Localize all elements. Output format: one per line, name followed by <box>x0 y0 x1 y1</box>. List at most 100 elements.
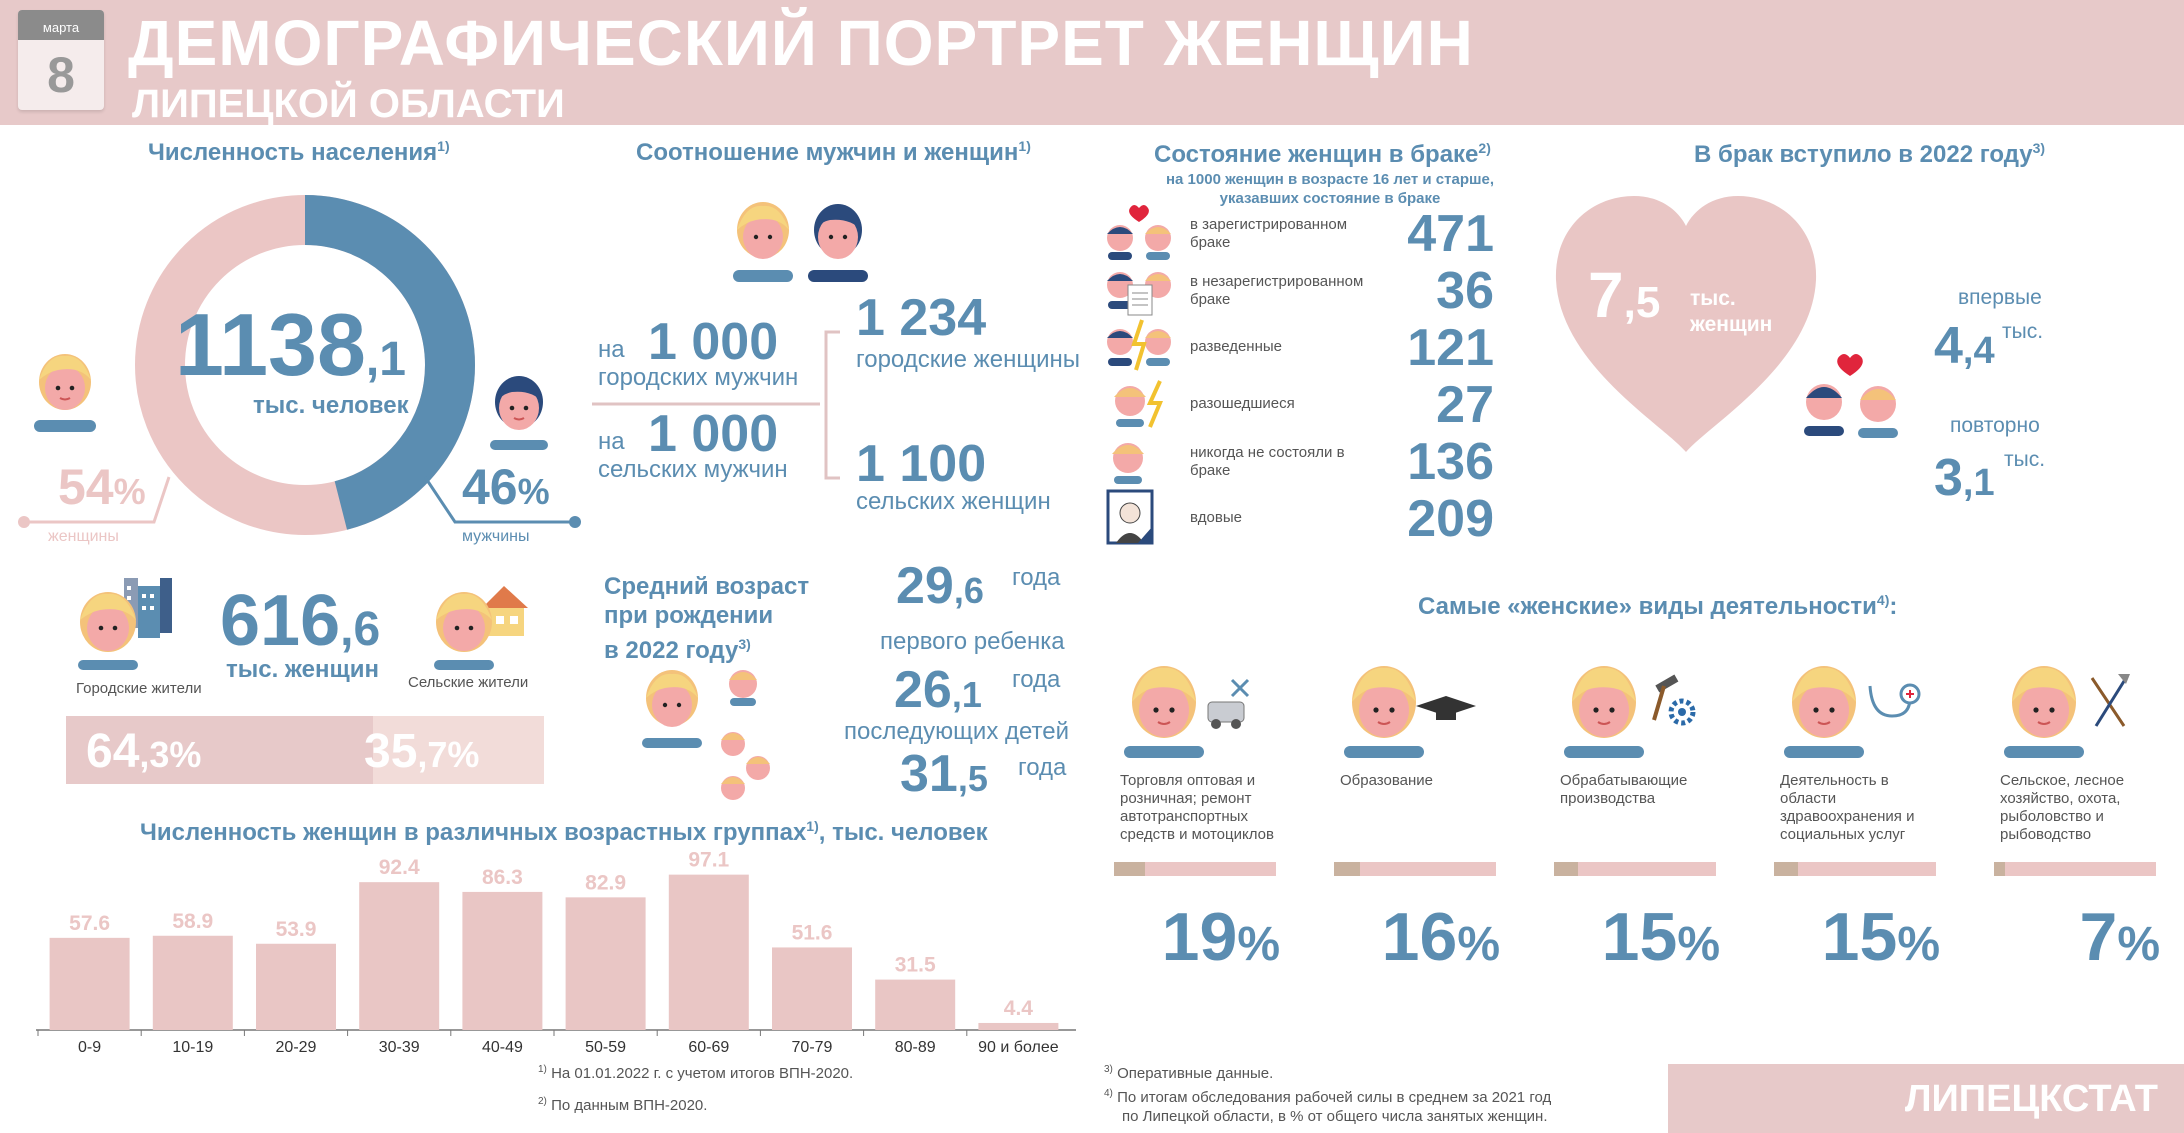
activity-label: Торговля оптовая и розничная; ремонт авт… <box>1120 772 1274 843</box>
ratio-na-2: на <box>598 428 625 455</box>
urban-woman-icon <box>78 578 172 670</box>
header-band <box>0 0 2184 125</box>
birth-age-first-unit: года <box>1012 564 1061 591</box>
marital-item-divorced: разведенные 121 <box>1104 318 1504 377</box>
donut-men-segment <box>135 195 475 535</box>
activity-label: Обрабатывающие производства <box>1560 772 1688 807</box>
activity-percent: 7% <box>2079 899 2160 975</box>
chart-title: Численность женщин в различных возрастны… <box>140 818 988 846</box>
x-tick-label: 0-9 <box>78 1039 101 1056</box>
marital-item-widowed: вдовые 209 <box>1104 489 1504 548</box>
population-unit: тыс. человек <box>253 392 409 419</box>
x-tick-label: 30-39 <box>379 1039 420 1056</box>
graduation-cap-icon <box>1344 666 1476 758</box>
bar-value-label: 57.6 <box>69 912 110 935</box>
first-marriage-unit: тыс. <box>2002 320 2044 343</box>
brand-name: ЛИПЕЦКСТАТ <box>1904 1078 2158 1120</box>
birth-age-first-label: первого ребенка <box>880 628 1065 655</box>
woman-icon <box>1112 443 1144 484</box>
marital-list: в зарегистрированном браке 471 в незарег… <box>1104 204 1504 574</box>
x-tick-label: 60-69 <box>688 1039 729 1056</box>
x-tick-label: 10-19 <box>172 1039 213 1056</box>
activity-label: Деятельность в области здравоохранения и… <box>1780 772 1915 843</box>
ratio-men1-label: городских мужчин <box>598 364 799 391</box>
x-tick-label: 90 и более <box>978 1039 1059 1056</box>
rural-share-label: 35,7% <box>364 725 480 778</box>
marriages-title: В брак вступило в 2022 году3) <box>1694 140 2046 168</box>
urban-label: Городские жители <box>76 680 202 697</box>
activity-percent: 16% <box>1381 899 1500 975</box>
activity-bar-track <box>1774 862 1936 876</box>
footnote-1: 1) На 01.01.2022 г. с учетом итогов ВПН-… <box>538 1064 854 1082</box>
ratio-women2-label: сельских женщин <box>856 488 1051 515</box>
marital-value: 27 <box>1436 376 1494 434</box>
activity-bar-fill <box>1774 862 1799 876</box>
women-pointer-line <box>18 476 171 528</box>
bar-40-49 <box>462 891 543 1030</box>
activity-item: Сельское, лесное хозяйство, охота, рыбол… <box>1990 650 2184 980</box>
bar-30-39 <box>359 882 440 1030</box>
population-donut <box>135 195 475 535</box>
bar-value-label: 58.9 <box>172 910 213 933</box>
x-tick-label: 20-29 <box>276 1039 317 1056</box>
activity-bar-track <box>1114 862 1276 876</box>
marital-value: 209 <box>1407 490 1494 548</box>
repeat-marriage-unit: тыс. <box>2004 448 2046 471</box>
age-group-bar-chart: 57.6 0-9 58.9 10-19 53.9 20-29 92.4 30-39 86.3 40… <box>36 850 1076 1056</box>
residence-value: 616,6 <box>220 581 381 661</box>
ratio-title: Соотношение мужчин и женщин1) <box>636 138 1031 166</box>
couple-heart-icon <box>1804 354 1898 438</box>
marital-item-registered: в зарегистрированном браке 471 <box>1104 204 1504 263</box>
birth-age-next-unit: года <box>1012 666 1061 693</box>
calendar-month: марта <box>18 10 104 40</box>
marital-label: в незарегистрированном браке <box>1190 273 1364 308</box>
bar-0-9 <box>49 937 130 1030</box>
ratio-women1-label: городские женщины <box>856 346 1080 373</box>
ratio-women1-number: 1 234 <box>856 289 987 347</box>
urban-share-label: 64,3% <box>86 725 202 778</box>
population-title: Численность населения1) <box>148 138 450 166</box>
woman-lightning-icon <box>1114 380 1163 428</box>
bar-value-label: 31.5 <box>895 954 936 977</box>
birth-age-overall-value: 31,5 <box>900 745 988 803</box>
activity-percent: 19% <box>1161 899 1280 975</box>
rural-share-segment <box>373 716 544 784</box>
page-title: ДЕМОГРАФИЧЕСКИЙ ПОРТРЕТ ЖЕНЩИН <box>128 7 1474 79</box>
activity-percent: 15% <box>1821 899 1940 975</box>
rural-label: Сельские жители <box>408 674 529 691</box>
activity-bar-fill <box>1114 862 1145 876</box>
rural-woman-icon <box>434 586 528 670</box>
activities-title: Самые «женские» виды деятельности4): <box>1418 592 1898 620</box>
marital-item-never: никогда не состояли в браке 136 <box>1104 432 1504 491</box>
x-tick-label: 50-59 <box>585 1039 626 1056</box>
farm-tools-icon <box>2004 666 2130 758</box>
brand-band: ЛИПЕЦКСТАТ <box>1668 1064 2184 1133</box>
bar-value-label: 53.9 <box>276 918 317 941</box>
footnote-2: 2) По данным ВПН-2020. <box>538 1096 708 1114</box>
population-total: 1138,1 <box>175 295 406 394</box>
activity-item: Обрабатывающие производства 15% <box>1550 650 1770 980</box>
birth-age-next-label: последующих детей <box>844 718 1070 745</box>
marital-value: 471 <box>1407 205 1494 263</box>
activity-item: Образование 16% <box>1330 650 1550 980</box>
first-marriage-label: впервые <box>1958 286 2042 309</box>
bar-60-69 <box>668 874 749 1030</box>
bar-value-label: 86.3 <box>482 866 523 889</box>
bar-value-label: 97.1 <box>688 850 729 872</box>
activity-label: Сельское, лесное хозяйство, охота, рыбол… <box>2000 772 2125 843</box>
activity-bar-track <box>1994 862 2156 876</box>
footnote-3: 3) Оперативные данные. <box>1104 1064 1274 1082</box>
marital-label: разошедшиеся <box>1190 395 1295 412</box>
bar-80-89 <box>875 979 956 1030</box>
bar-value-label: 51.6 <box>792 921 833 944</box>
stethoscope-icon <box>1784 666 1921 758</box>
ratio-na-1: на <box>598 336 625 363</box>
birth-age-overall-unit: года <box>1018 754 1067 781</box>
calendar-icon: марта 8 <box>18 10 104 110</box>
activity-bar-fill <box>1334 862 1360 876</box>
activity-percent: 15% <box>1601 899 1720 975</box>
ratio-men2-number: 1 000 <box>648 405 779 463</box>
x-tick-label: 40-49 <box>482 1039 523 1056</box>
activities-list: Торговля оптовая и розничная; ремонт авт… <box>1110 650 2180 980</box>
ratio-bracket <box>592 330 840 480</box>
